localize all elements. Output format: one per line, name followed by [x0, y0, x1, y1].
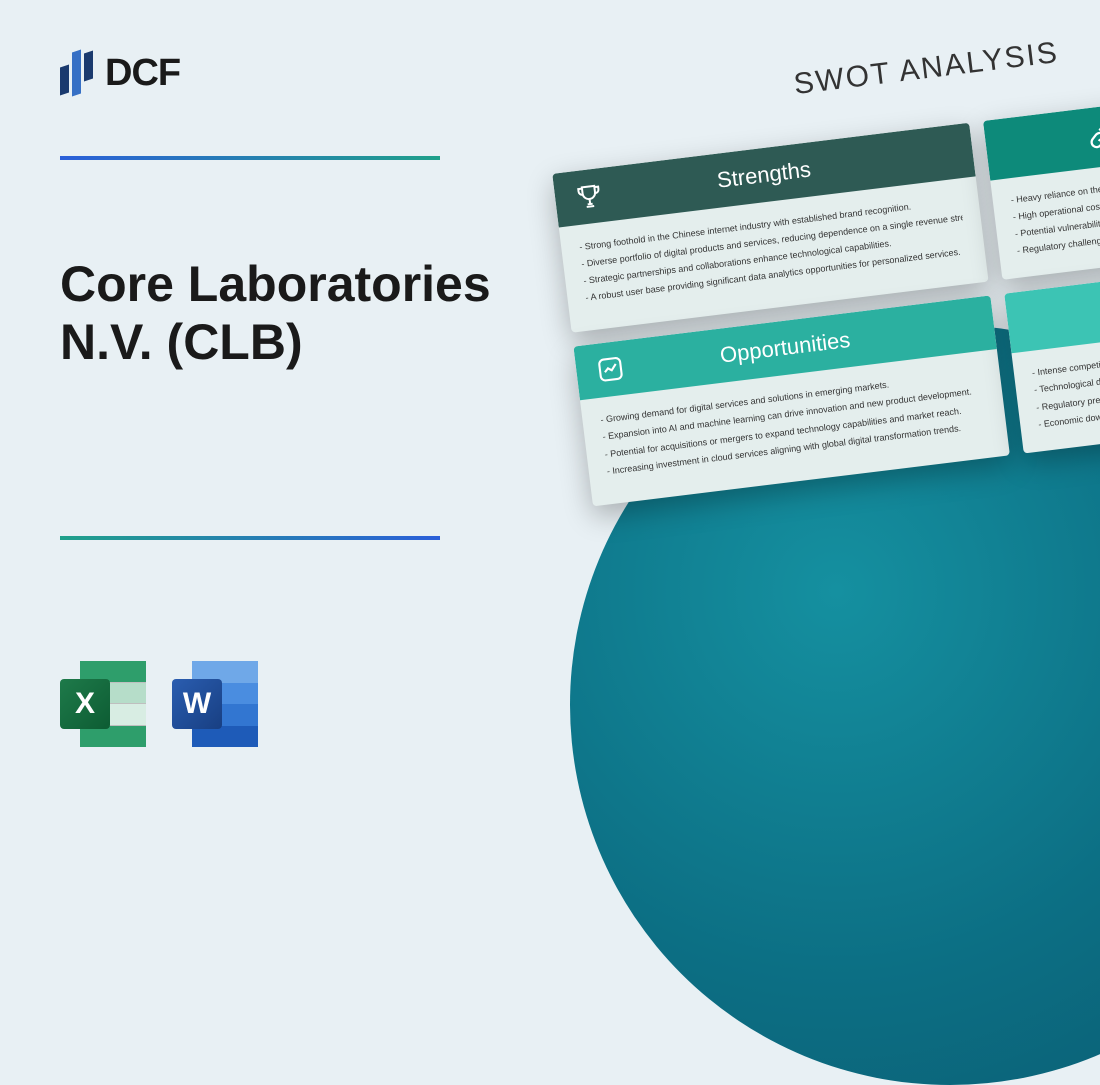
strengths-card: Strengths - Strong foothold in the Chine… — [552, 123, 988, 333]
logo-icon — [60, 48, 93, 98]
threats-header — [1004, 266, 1100, 354]
trophy-icon — [571, 179, 607, 215]
strengths-title: Strengths — [716, 156, 813, 193]
swot-heading: SWOT ANALYSIS — [792, 36, 1061, 102]
page-title: Core Laboratories N.V. (CLB) — [60, 256, 500, 371]
logo-text: DCF — [105, 52, 180, 95]
link-icon — [1083, 119, 1100, 155]
word-badge-letter: W — [172, 679, 222, 729]
chart-icon — [593, 352, 629, 388]
opportunities-title: Opportunities — [719, 327, 852, 369]
divider-top — [60, 156, 440, 160]
logo: DCF — [60, 48, 180, 98]
weaknesses-header — [983, 93, 1100, 181]
file-icons: X W — [60, 661, 258, 747]
excel-badge-letter: X — [60, 679, 110, 729]
word-icon: W — [172, 661, 258, 747]
divider-bottom — [60, 536, 440, 540]
threats-card: - Intense competition - Technological di… — [1004, 266, 1100, 453]
weaknesses-card: - Heavy reliance on the domestic - High … — [983, 93, 1100, 280]
excel-icon: X — [60, 661, 146, 747]
swot-cards: Strengths - Strong foothold in the Chine… — [552, 89, 1100, 507]
title-heading: Core Laboratories N.V. (CLB) — [60, 256, 500, 371]
